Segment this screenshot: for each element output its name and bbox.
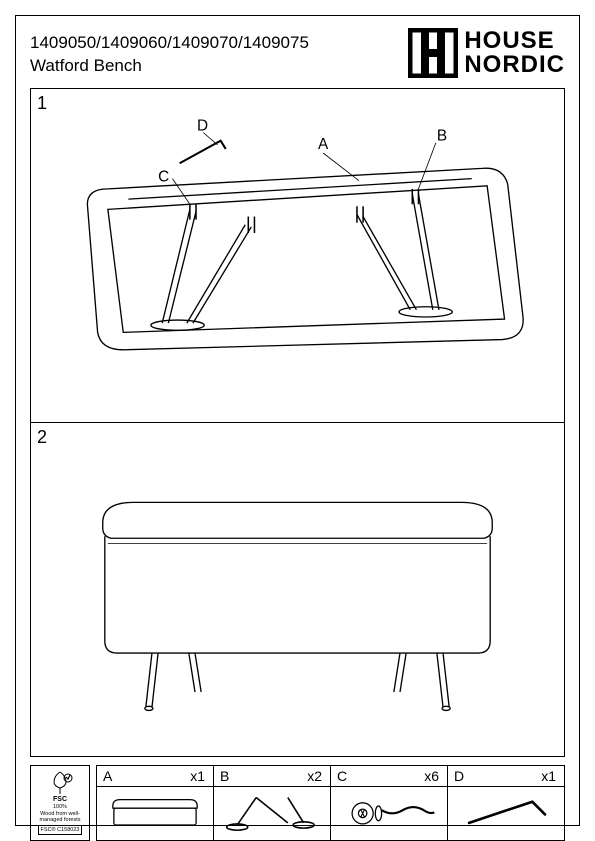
step-2-diagram — [31, 423, 564, 756]
part-A-icon — [97, 787, 213, 840]
parts-list: A x1 B x2 — [96, 765, 565, 841]
step-1-number: 1 — [37, 93, 47, 114]
step-2-panel: 2 — [31, 422, 564, 756]
part-B-icon — [214, 787, 330, 840]
fsc-code: FSC® C158023 — [38, 825, 83, 835]
step-1-panel: 1 — [31, 89, 564, 422]
logo-mark-icon — [408, 28, 458, 78]
fsc-certification: FSC 100% Wood from well- managed forests… — [30, 765, 90, 841]
part-C-qty: x6 — [424, 768, 439, 786]
part-C: C x6 — [330, 766, 447, 840]
part-A: A x1 — [97, 766, 213, 840]
label-D: D — [197, 117, 208, 134]
part-C-icon — [331, 787, 447, 840]
header-text: 1409050/1409060/1409070/1409075 Watford … — [30, 28, 309, 78]
part-C-label: C — [337, 768, 347, 786]
part-B: B x2 — [213, 766, 330, 840]
part-D-label: D — [454, 768, 464, 786]
logo-line1: HOUSE — [464, 29, 565, 53]
step-1-diagram: A B C D — [31, 89, 564, 422]
logo-line2: NORDIC — [464, 53, 565, 77]
label-B: B — [437, 128, 447, 145]
brand-logo: HOUSE NORDIC — [408, 28, 565, 78]
svg-text:FSC: FSC — [53, 796, 67, 802]
document-frame: 1409050/1409060/1409070/1409075 Watford … — [15, 15, 580, 826]
fsc-logo-icon: FSC — [46, 770, 74, 802]
label-C: C — [158, 169, 169, 186]
product-name: Watford Bench — [30, 55, 309, 78]
sku-line: 1409050/1409060/1409070/1409075 — [30, 32, 309, 55]
part-A-label: A — [103, 768, 112, 786]
part-B-label: B — [220, 768, 229, 786]
part-A-qty: x1 — [190, 768, 205, 786]
parts-row: FSC 100% Wood from well- managed forests… — [30, 765, 565, 841]
header: 1409050/1409060/1409070/1409075 Watford … — [30, 28, 565, 78]
part-D: D x1 — [447, 766, 564, 840]
step-2-number: 2 — [37, 427, 47, 448]
part-B-qty: x2 — [307, 768, 322, 786]
fsc-line3: managed forests — [40, 817, 81, 823]
label-A: A — [318, 136, 329, 153]
part-D-icon — [448, 787, 564, 840]
steps-container: 1 — [30, 88, 565, 757]
logo-text: HOUSE NORDIC — [464, 29, 565, 77]
part-D-qty: x1 — [541, 768, 556, 786]
